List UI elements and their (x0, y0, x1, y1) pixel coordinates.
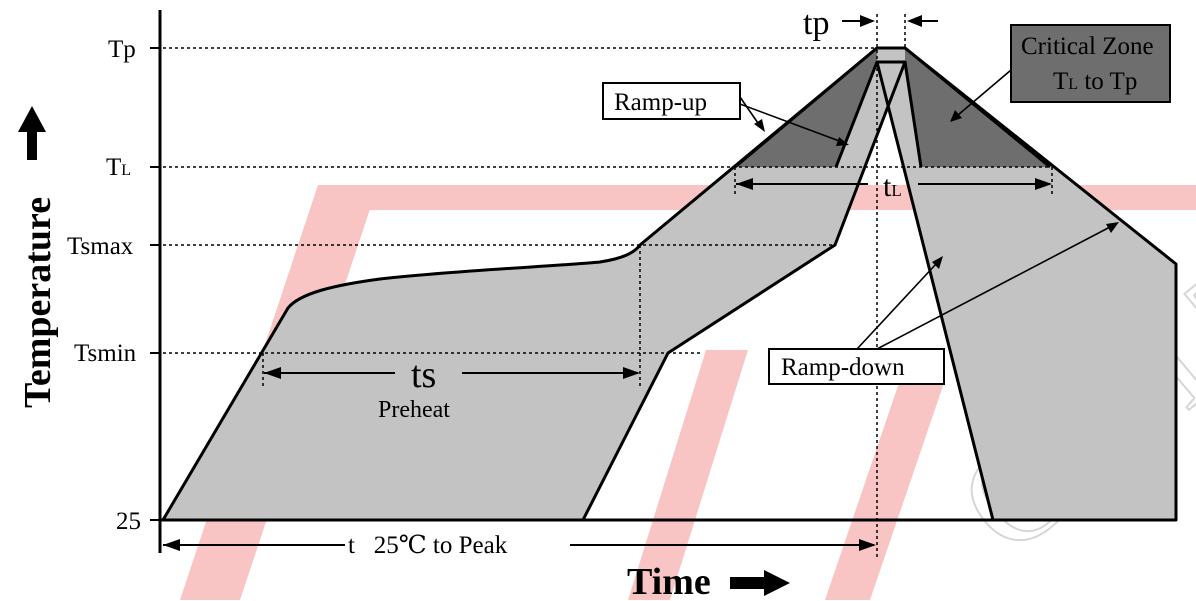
x-axis-title-group: Time (627, 561, 790, 601)
watermark-stroke-2 (628, 350, 748, 600)
axes (150, 10, 1176, 553)
ramp-up-callout: Ramp-up (602, 82, 849, 146)
critical-zone-line2: TL to Tp (1053, 68, 1137, 95)
watermark-stroke-3 (825, 380, 945, 600)
inner-peak-outline (834, 60, 923, 168)
tick-label-tp: Tp (108, 36, 136, 63)
tl-arrowhead-right (1035, 178, 1052, 190)
critical-zone-line1: Critical Zone (1021, 33, 1154, 60)
tick-label-tsmax: Tsmax (67, 233, 134, 260)
ramp-down-line-outer (904, 46, 1051, 169)
y-axis-title: Temperature (17, 197, 59, 408)
ramp-up-box (602, 82, 741, 120)
critical-zone-pointer (950, 69, 1012, 122)
tp-arrowhead-right (907, 15, 922, 27)
y-tick-labels: Tp TL Tsmax Tsmin 25 (67, 36, 141, 535)
critical-zone-box (1010, 24, 1171, 103)
t25-to-peak-label: t 25℃ to Peak (348, 532, 508, 559)
y-axis-arrow-icon (18, 106, 46, 160)
t25-arrowhead-right (859, 539, 876, 551)
critical-zone-callout: Critical Zone TL to Tp (950, 24, 1171, 122)
preheat-label: Preheat (378, 397, 450, 423)
t25-arrowhead-left (163, 539, 180, 551)
ts-label: ts (411, 354, 436, 396)
ts-arrowhead-right (623, 367, 640, 379)
ramp-up-label: Ramp-up (614, 89, 707, 116)
tl-arrowhead-left (736, 178, 753, 190)
ramp-up-pointers (739, 96, 849, 146)
tick-label-tl: TL (106, 154, 131, 181)
y-axis-title-group: Temperature (17, 106, 59, 408)
ramp-up-line-outer (734, 46, 878, 169)
dimension-labels: tp tL ts Preheat t 25℃ to Peak (348, 5, 902, 559)
ramp-down-callout: Ramp-down (768, 222, 1119, 385)
ts-arrowhead-left (264, 367, 281, 379)
ramp-down-pointers (856, 222, 1119, 350)
tl-label: tL (883, 170, 902, 203)
tick-label-tsmin: Tsmin (74, 340, 137, 367)
profile-regions (161, 46, 1178, 522)
tp-label: tp (803, 5, 829, 42)
x-axis-arrow-icon (730, 570, 790, 596)
dimension-arrows (163, 15, 1052, 551)
ramp-down-box (768, 348, 945, 385)
ramp-down-label: Ramp-down (781, 354, 905, 381)
tp-arrowhead-left (860, 15, 875, 27)
tick-label-25: 25 (116, 508, 141, 535)
x-axis-title: Time (627, 561, 711, 601)
guide-lines (163, 14, 1053, 560)
